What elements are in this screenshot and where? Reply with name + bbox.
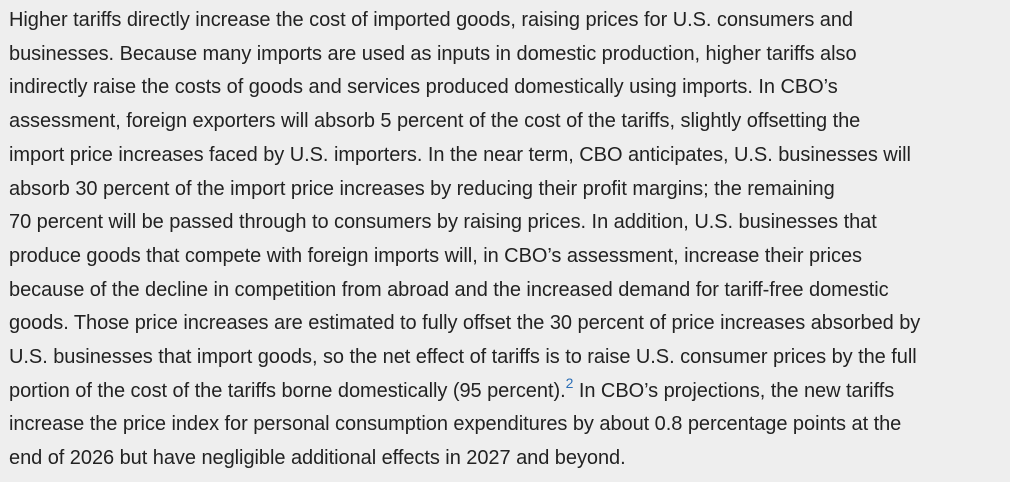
paragraph-line: increase the price index for personal co…	[9, 413, 902, 436]
paragraph-line: indirectly raise the costs of goods and …	[9, 76, 838, 99]
paragraph-line: goods. Those price increases are estimat…	[9, 312, 921, 335]
paragraph-line: 70 percent will be passed through to con…	[9, 211, 877, 234]
tariff-effects-paragraph: Higher tariffs directly increase the cos…	[9, 4, 1004, 476]
paragraph-line: produce goods that compete with foreign …	[9, 244, 862, 267]
paragraph-line: assessment, foreign exporters will absor…	[9, 110, 861, 133]
paragraph-line: businesses. Because many imports are use…	[9, 42, 857, 65]
paragraph-line: end of 2026 but have negligible addition…	[9, 447, 626, 470]
paragraph-line: Higher tariffs directly increase the cos…	[9, 9, 853, 31]
line-text-before-footnote: portion of the cost of the tariffs borne…	[9, 379, 566, 402]
paragraph-line: import price increases faced by U.S. imp…	[9, 143, 911, 166]
paragraph-line: U.S. businesses that import goods, so th…	[9, 346, 917, 369]
paragraph-line: because of the decline in competition fr…	[9, 278, 889, 301]
paragraph-line-with-footnote: portion of the cost of the tariffs borne…	[9, 375, 1004, 409]
footnote-link[interactable]: 2	[565, 374, 574, 391]
line-text-after-footnote: In CBO’s projections, the new tariffs	[573, 379, 895, 402]
paragraph-line: absorb 30 percent of the import price in…	[9, 177, 835, 200]
